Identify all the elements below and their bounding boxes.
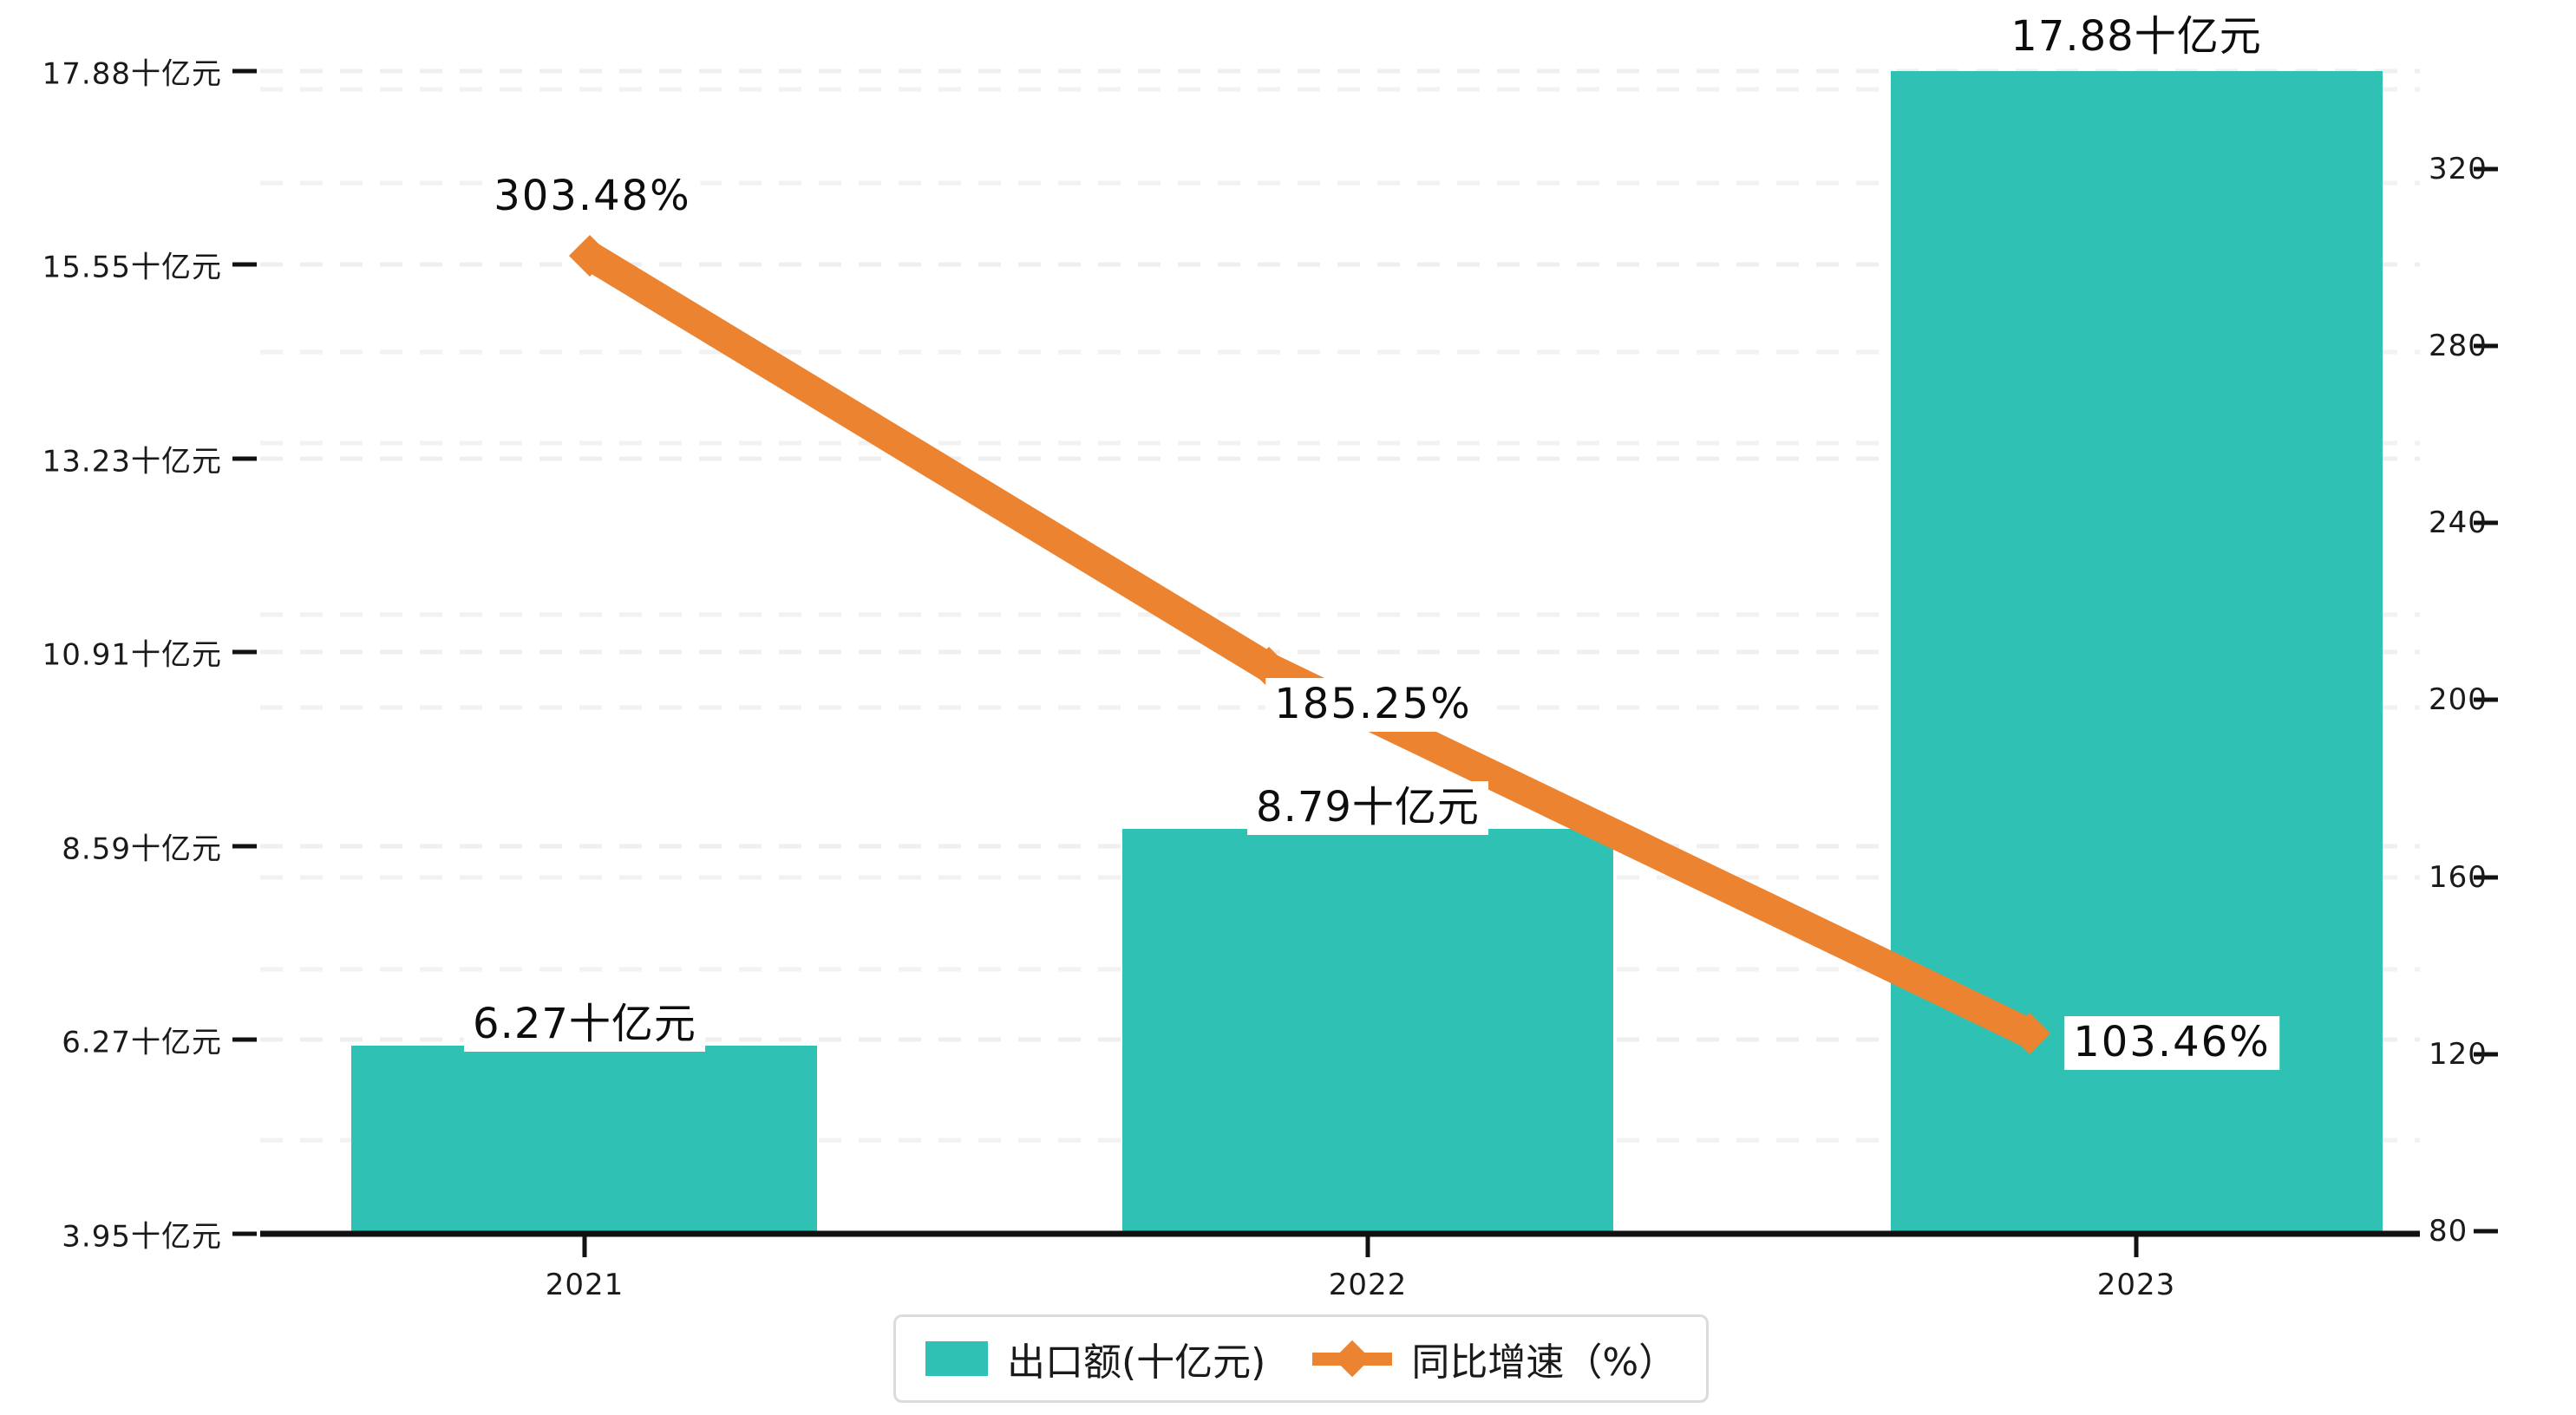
y-axis-left-tick-label: 6.27十亿元 [62,1025,222,1060]
y-axis-right-tick-label: 160 [2429,860,2488,895]
y-axis-left-tick-label: 3.95十亿元 [62,1219,222,1255]
y-axis-right-tick-label: 280 [2429,329,2488,363]
y-axis-right-tick-label: 80 [2429,1214,2468,1249]
y-axis-left-tick-label: 10.91十亿元 [42,637,222,673]
x-axis-tick-marks [582,1234,2139,1257]
legend-bar-swatch-icon [925,1341,988,1376]
line-value-label-2023: 103.46% [2064,1016,2279,1070]
y-axis-right-tick-marks [2474,166,2498,1234]
line-value-label-2022: 185.25% [1265,678,1481,732]
bar-value-label-2021: 6.27十亿元 [464,998,705,1052]
bar-2021[interactable] [351,1046,817,1234]
chart-legend: 出口额(十亿元) 同比增速（%） [893,1314,1710,1403]
y-axis-right-tick-label: 200 [2429,682,2488,717]
legend-label-export-value: 出口额(十亿元) [1007,1340,1266,1385]
legend-item-export-value[interactable]: 出口额(十亿元) [925,1331,1265,1386]
y-axis-left-tick-label: 17.88十亿元 [42,56,222,92]
x-axis-tick-label-2021: 2021 [545,1268,624,1302]
legend-line-diamond-icon [1312,1340,1393,1378]
legend-item-growth-rate[interactable]: 同比增速（%） [1312,1331,1677,1386]
y-axis-left-tick-label: 13.23十亿元 [42,444,222,479]
bar-value-label-2023: 17.88十亿元 [2002,10,2271,64]
x-axis-tick-label-2022: 2022 [1328,1268,1408,1302]
y-axis-right-tick-label: 320 [2429,152,2488,186]
y-axis-left-tick-label: 8.59十亿元 [62,831,222,867]
y-axis-right-tick-label: 120 [2429,1037,2488,1072]
marker-2023[interactable] [2008,1012,2051,1055]
bar-value-label-2022: 8.79十亿元 [1247,781,1488,835]
bar-2022[interactable] [1122,829,1613,1234]
y-axis-left-tick-label: 15.55十亿元 [42,250,222,285]
marker-2021[interactable] [568,234,611,277]
bar-series [351,71,2383,1234]
y-axis-left-tick-marks [232,68,257,1236]
legend-label-growth-rate: 同比增速（%） [1411,1340,1677,1385]
line-series [568,234,2051,1055]
x-axis-tick-label-2023: 2023 [2096,1268,2176,1302]
y-axis-right-tick-label: 240 [2429,505,2488,540]
line-value-label-2021: 303.48% [485,170,700,224]
